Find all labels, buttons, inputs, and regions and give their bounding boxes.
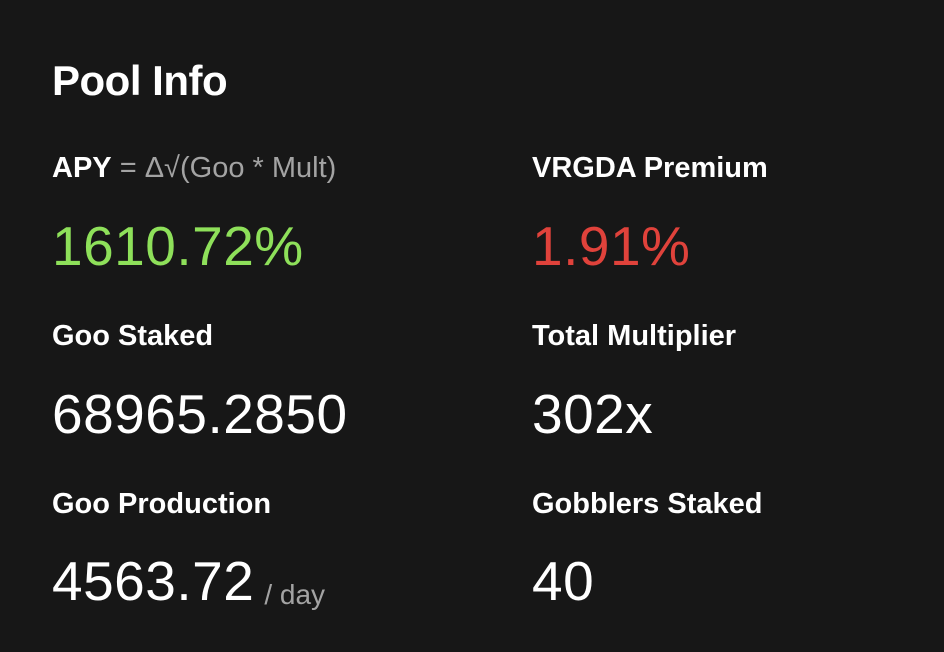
goo-production-value: 4563.72 — [52, 550, 255, 612]
goo-production-label: Goo Production — [52, 488, 272, 520]
total-multiplier-value: 302x — [532, 383, 654, 445]
pool-info-title: Pool Info — [52, 57, 228, 104]
vrgda-premium-value: 1.91% — [532, 215, 691, 277]
goo-production-unit: / day — [264, 579, 326, 610]
total-multiplier-label: Total Multiplier — [532, 320, 737, 352]
goo-production-value-row: 4563.72 / day — [52, 550, 325, 626]
vrgda-premium-label: VRGDA Premium — [532, 152, 768, 184]
apy-label: APY — [52, 152, 112, 184]
gobblers-staked-label: Gobblers Staked — [532, 488, 763, 520]
goo-staked-label: Goo Staked — [52, 320, 214, 352]
gobblers-staked-value: 40 — [532, 550, 595, 612]
goo-staked-value: 68965.2850 — [52, 383, 348, 445]
apy-value: 1610.72% — [52, 215, 304, 277]
apy-label-row: APY = Δ√(Goo * Mult) — [52, 151, 336, 185]
apy-formula: = Δ√(Goo * Mult) — [111, 152, 337, 184]
